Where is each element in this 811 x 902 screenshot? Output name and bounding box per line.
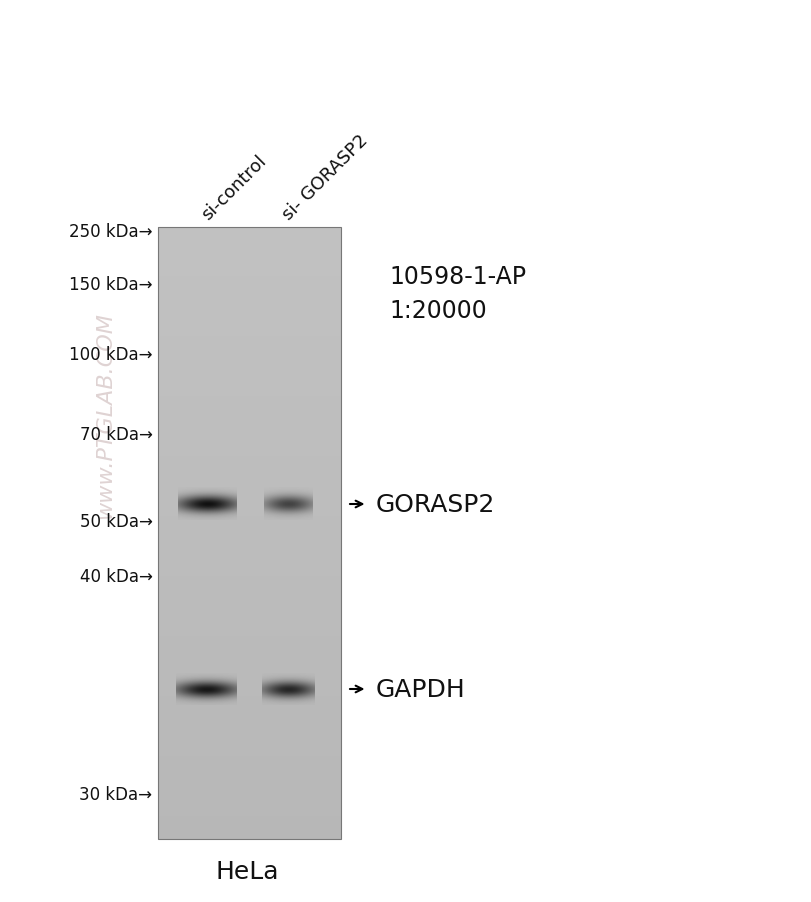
Text: GORASP2: GORASP2 [375, 492, 495, 517]
Text: 70 kDa→: 70 kDa→ [79, 426, 152, 444]
Bar [158, 227, 341, 839]
Text: 30 kDa→: 30 kDa→ [79, 785, 152, 803]
Text: 40 kDa→: 40 kDa→ [79, 567, 152, 585]
Text: si-control: si-control [198, 152, 270, 223]
Text: 50 kDa→: 50 kDa→ [79, 512, 152, 530]
Text: 10598-1-AP
1:20000: 10598-1-AP 1:20000 [389, 264, 526, 322]
Text: 100 kDa→: 100 kDa→ [69, 345, 152, 364]
Text: 150 kDa→: 150 kDa→ [69, 276, 152, 294]
Text: HeLa: HeLa [216, 859, 279, 883]
Text: si- GORASP2: si- GORASP2 [279, 131, 371, 223]
Text: GAPDH: GAPDH [375, 677, 466, 701]
Text: www.PTGLAB.COM: www.PTGLAB.COM [96, 311, 115, 519]
Text: 250 kDa→: 250 kDa→ [69, 223, 152, 241]
